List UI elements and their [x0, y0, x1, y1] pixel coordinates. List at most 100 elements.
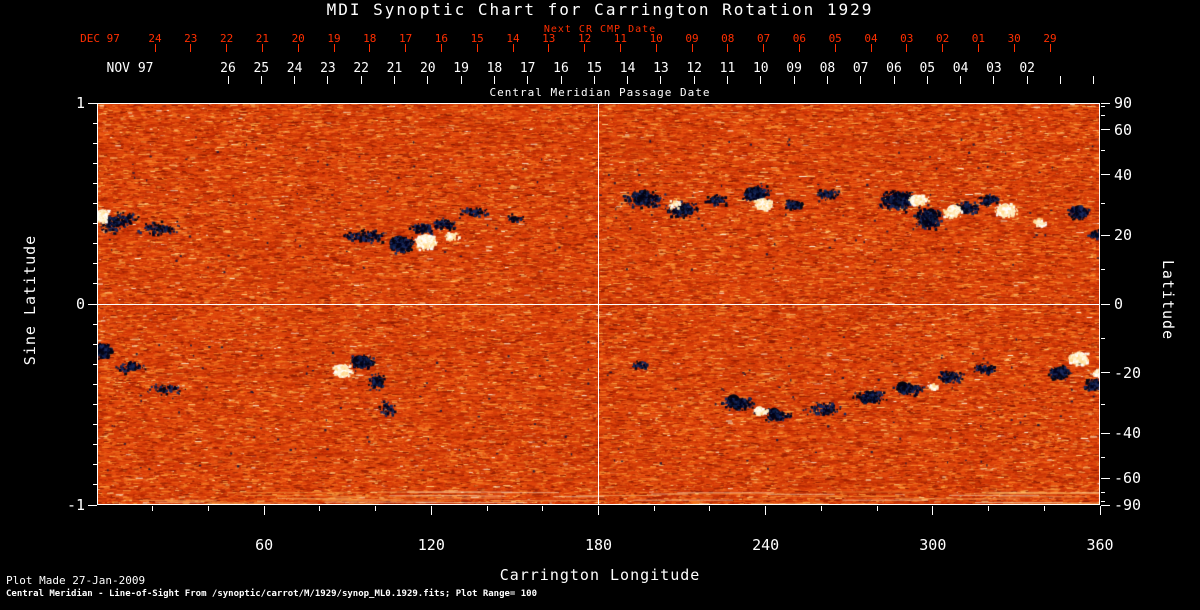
next-cr-date-label: 12 — [577, 32, 592, 45]
tick-mark — [988, 506, 990, 511]
tick-mark — [152, 506, 154, 511]
next-cr-date-label: 07 — [756, 32, 771, 45]
cmp-date-label: 26 — [220, 61, 236, 76]
cmp-month-label: NOV 97 — [106, 61, 154, 76]
next-cr-date-label: 18 — [363, 32, 377, 45]
cmp-date-label: 03 — [986, 61, 1002, 76]
tick-mark — [93, 182, 97, 184]
cmp-date-label: 24 — [286, 61, 303, 76]
x-axis-label: Carrington Longitude — [499, 566, 701, 584]
next-cr-date-label: 05 — [828, 32, 842, 45]
tick-mark — [93, 162, 97, 164]
tick-mark — [876, 506, 878, 511]
next-cr-date-label: 14 — [506, 32, 520, 45]
cmp-date-label: 10 — [752, 61, 769, 76]
tick-mark — [527, 76, 529, 84]
tick-mark — [1101, 457, 1105, 459]
tick-mark — [93, 343, 97, 345]
tick-mark — [260, 76, 262, 84]
tick-mark — [93, 122, 97, 124]
tick-mark — [375, 506, 377, 511]
y-right-tick-label: -90 — [1114, 496, 1142, 514]
next-cr-date-label: 29 — [1043, 32, 1057, 45]
cmp-date-label: 07 — [852, 61, 869, 76]
cmp-axis-label: Central Meridian Passage Date — [489, 86, 711, 99]
tick-mark — [542, 506, 544, 511]
tick-mark — [93, 142, 97, 144]
y-right-tick-label: 60 — [1114, 120, 1133, 139]
tick-mark — [727, 44, 729, 52]
cmp-date-label: 19 — [453, 61, 469, 76]
cmp-date-label: 23 — [320, 61, 336, 76]
tick-mark — [1101, 492, 1105, 494]
tick-mark — [834, 44, 836, 52]
y-left-axis-label: Sine Latitude — [21, 234, 39, 366]
tick-mark — [1060, 76, 1061, 84]
tick-mark — [93, 283, 97, 285]
tick-mark — [1099, 506, 1101, 515]
cmp-date-label: 15 — [586, 61, 603, 76]
cmp-date-label: 04 — [952, 61, 969, 76]
cmp-date-label: 14 — [619, 61, 636, 76]
tick-mark — [190, 44, 192, 52]
tick-mark — [93, 404, 97, 405]
tick-mark — [655, 44, 657, 52]
next-cr-date-label: 08 — [721, 32, 735, 45]
cmp-date-label: 13 — [653, 61, 669, 76]
y-left-tick-label: -1 — [66, 496, 85, 514]
tick-mark — [1101, 203, 1105, 204]
tick-mark — [765, 506, 767, 515]
next-cr-month-label: DEC 97 — [80, 32, 120, 45]
tick-mark — [476, 44, 478, 52]
tick-mark — [548, 44, 550, 52]
tick-mark — [1049, 44, 1051, 52]
tick-mark — [154, 44, 156, 52]
tick-mark — [226, 44, 228, 52]
cmp-date-label: 02 — [1019, 61, 1036, 76]
next-cr-date-label: 23 — [184, 32, 198, 45]
tick-mark — [926, 76, 928, 84]
x-tick-label: 120 — [417, 536, 445, 554]
tick-mark — [297, 44, 299, 52]
tick-mark — [1101, 504, 1110, 506]
tick-mark — [693, 76, 695, 84]
next-cr-date-label: 17 — [398, 32, 413, 45]
tick-mark — [1101, 477, 1110, 479]
tick-mark — [1101, 149, 1105, 151]
cmp-date-label: 21 — [386, 61, 403, 76]
tick-mark — [560, 76, 562, 84]
next-cr-date-label: 16 — [434, 32, 449, 45]
next-cr-date-label: 02 — [935, 32, 950, 45]
tick-mark — [653, 506, 655, 511]
tick-mark — [691, 44, 693, 52]
y-right-tick-label: -40 — [1114, 424, 1142, 443]
next-cr-date-label: 20 — [291, 32, 305, 45]
tick-mark — [1101, 501, 1105, 503]
next-cr-date-label: 01 — [971, 32, 986, 45]
tick-mark — [1101, 234, 1110, 236]
cmp-date-label: 11 — [719, 61, 736, 76]
cmp-date-label: 16 — [553, 61, 569, 76]
tick-mark — [660, 76, 662, 84]
tick-mark — [88, 504, 97, 506]
next-cr-date-label: 15 — [470, 32, 484, 45]
tick-mark — [88, 102, 97, 104]
tick-mark — [261, 44, 263, 52]
cmp-date-label: 05 — [919, 61, 936, 76]
tick-mark — [1101, 432, 1110, 434]
tick-mark — [440, 44, 442, 52]
tick-mark — [906, 44, 908, 52]
next-cr-date-label: 19 — [327, 32, 341, 45]
tick-mark — [598, 506, 599, 515]
next-cr-date-label: 09 — [685, 32, 699, 45]
next-cr-date-label: 30 — [1007, 32, 1021, 45]
tick-mark — [319, 506, 321, 511]
cmp-date-label: 12 — [686, 61, 703, 76]
y-right-axis-label: Latitude — [1159, 259, 1177, 341]
tick-mark — [942, 44, 944, 52]
tick-mark — [1101, 404, 1105, 405]
tick-mark — [977, 44, 979, 52]
tick-mark — [1101, 174, 1110, 176]
tick-mark — [227, 76, 229, 84]
tick-mark — [327, 76, 329, 84]
